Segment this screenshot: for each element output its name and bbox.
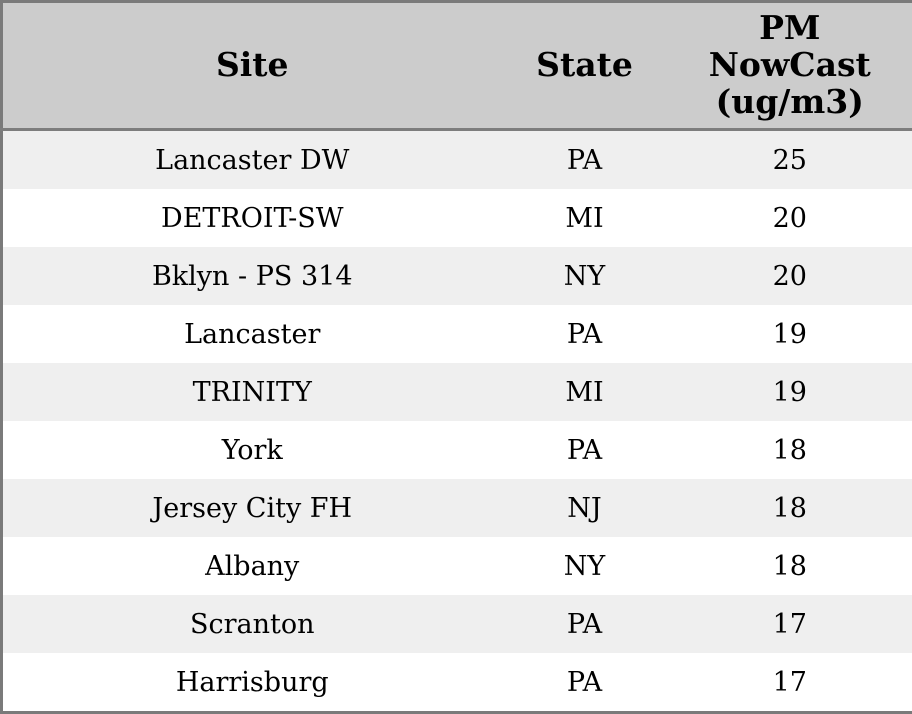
cell-pm-nowcast: 20 [668,189,912,247]
cell-pm-nowcast: 19 [668,305,912,363]
header-row: Site State PM NowCast (ug/m3) [2,2,912,130]
cell-state: PA [502,305,668,363]
cell-pm-nowcast: 25 [668,130,912,190]
cell-site: Scranton [2,595,502,653]
table-row: Albany NY 18 [2,537,912,595]
column-header-pm-nowcast-label: PM NowCast (ug/m3) [697,10,882,121]
cell-pm-nowcast: 20 [668,247,912,305]
cell-site: Albany [2,537,502,595]
cell-state: PA [502,130,668,190]
cell-state: MI [502,189,668,247]
cell-site: Bklyn - PS 314 [2,247,502,305]
table-row: York PA 18 [2,421,912,479]
table-row: DETROIT-SW MI 20 [2,189,912,247]
cell-site: Harrisburg [2,653,502,713]
cell-site: Lancaster DW [2,130,502,190]
cell-pm-nowcast: 19 [668,363,912,421]
cell-pm-nowcast: 18 [668,421,912,479]
table-body: Lancaster DW PA 25 DETROIT-SW MI 20 Bkly… [2,130,912,713]
cell-pm-nowcast: 18 [668,479,912,537]
cell-state: PA [502,421,668,479]
cell-site: DETROIT-SW [2,189,502,247]
column-header-state-label: State [502,47,668,84]
table-row: Harrisburg PA 17 [2,653,912,713]
table-row: Lancaster DW PA 25 [2,130,912,190]
cell-state: NY [502,537,668,595]
cell-state: PA [502,653,668,713]
column-header-state: State [502,2,668,130]
table-row: Bklyn - PS 314 NY 20 [2,247,912,305]
table-row: TRINITY MI 19 [2,363,912,421]
cell-state: PA [502,595,668,653]
cell-site: Lancaster [2,305,502,363]
column-header-site: Site [2,2,502,130]
cell-state: MI [502,363,668,421]
table-row: Lancaster PA 19 [2,305,912,363]
cell-state: NY [502,247,668,305]
cell-state: NJ [502,479,668,537]
cell-pm-nowcast: 18 [668,537,912,595]
column-header-site-label: Site [3,47,502,84]
table-row: Scranton PA 17 [2,595,912,653]
cell-site: TRINITY [2,363,502,421]
table-header: Site State PM NowCast (ug/m3) [2,2,912,130]
table-row: Jersey City FH NJ 18 [2,479,912,537]
cell-site: Jersey City FH [2,479,502,537]
cell-site: York [2,421,502,479]
cell-pm-nowcast: 17 [668,595,912,653]
cell-pm-nowcast: 17 [668,653,912,713]
column-header-pm-nowcast: PM NowCast (ug/m3) [668,2,912,130]
